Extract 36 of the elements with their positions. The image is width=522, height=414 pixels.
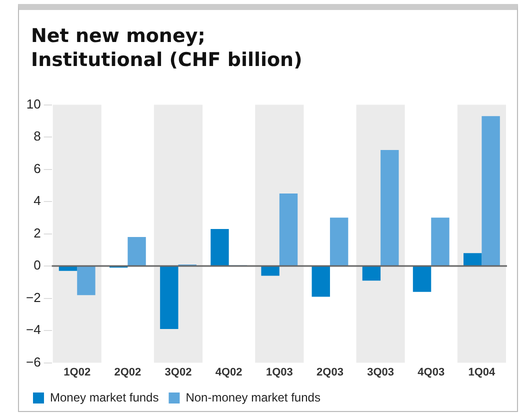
- y-tick-label: 2: [34, 225, 41, 240]
- bar: [412, 266, 432, 292]
- bar: [431, 218, 450, 266]
- x-tick-label: 2Q02: [114, 366, 142, 378]
- x-tick-label: 1Q02: [64, 366, 91, 378]
- bar: [128, 237, 146, 266]
- bar: [261, 266, 280, 276]
- y-tick-label: 4: [34, 193, 41, 208]
- legend-label: Money market funds: [50, 390, 159, 404]
- bar: [362, 266, 381, 281]
- x-tick-label: 1Q04: [468, 366, 496, 378]
- bar: [464, 253, 482, 266]
- y-tick-label: −6: [26, 354, 41, 370]
- chart-title: Net new money; Institutional (CHF billion): [31, 24, 302, 72]
- y-tick-label: −4: [26, 322, 41, 338]
- x-tick-label: 4Q02: [215, 366, 242, 378]
- bar: [312, 266, 330, 297]
- x-tick-label: 2Q03: [316, 366, 344, 378]
- bar: [210, 228, 229, 266]
- bar: [58, 266, 78, 271]
- x-tick-label: 4Q03: [418, 366, 445, 378]
- y-tick-label: 10: [26, 96, 41, 112]
- bar: [77, 266, 96, 296]
- legend-label: Non-money market funds: [186, 390, 320, 404]
- y-tick-label: −2: [26, 290, 41, 305]
- x-tick-label: 3Q02: [164, 366, 192, 378]
- bar: [330, 218, 348, 266]
- bar: [279, 193, 298, 266]
- y-tick-label: 8: [34, 128, 41, 144]
- x-tick-label: 1Q03: [266, 366, 293, 378]
- bar: [160, 266, 178, 329]
- x-tick-label: 3Q03: [367, 366, 394, 378]
- y-tick-label: 0: [34, 258, 41, 273]
- bar: [380, 150, 399, 266]
- bar: [482, 116, 500, 266]
- y-tick-label: 6: [34, 160, 41, 176]
